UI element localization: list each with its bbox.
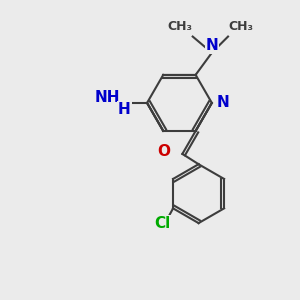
Text: Cl: Cl — [155, 216, 171, 231]
Text: H: H — [118, 102, 131, 117]
Text: CH₃: CH₃ — [228, 20, 253, 33]
Text: N: N — [216, 95, 229, 110]
Text: O: O — [157, 144, 170, 159]
Text: NH: NH — [95, 90, 121, 105]
Text: N: N — [206, 38, 218, 53]
Text: CH₃: CH₃ — [168, 20, 193, 33]
